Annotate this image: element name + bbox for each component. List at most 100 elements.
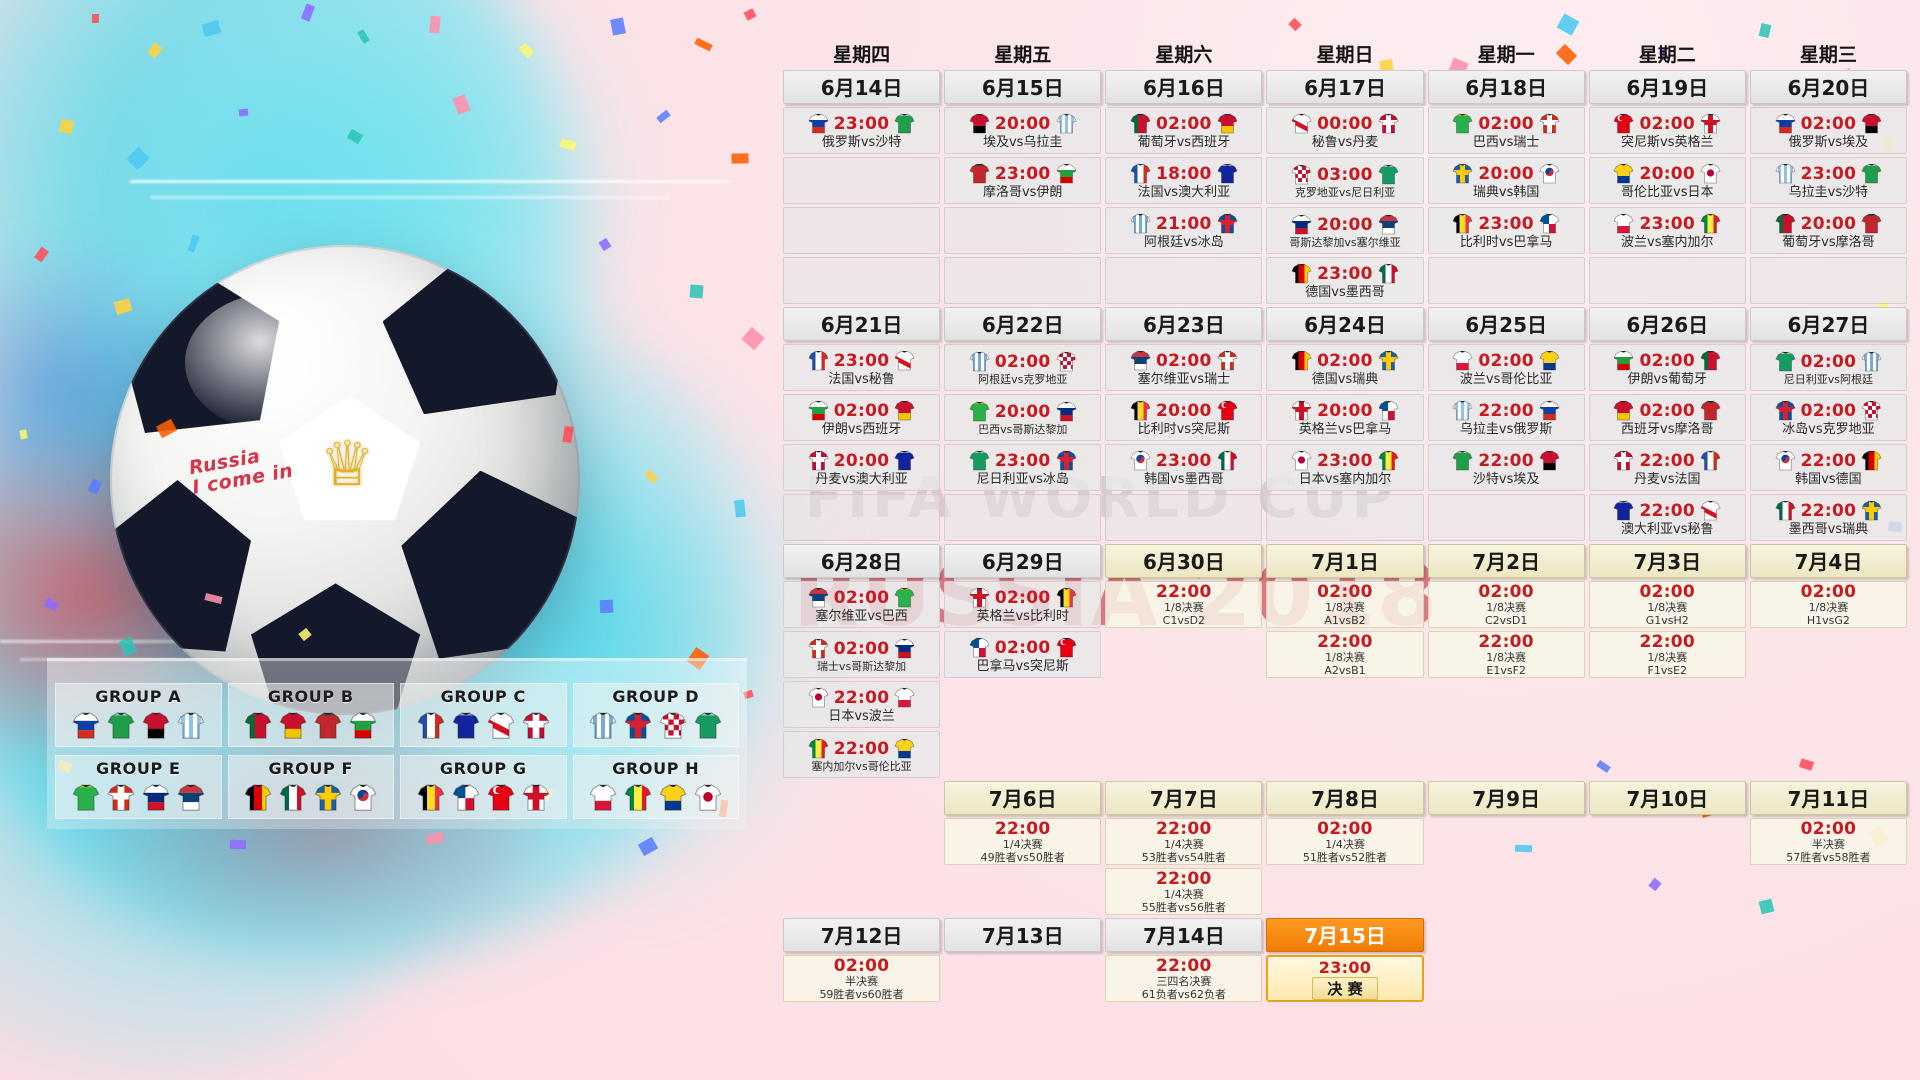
match-card[interactable]: 20:00 巴西vs哥斯达黎加 [944,394,1102,441]
match-card[interactable]: 02:00 1/8决赛 G1vsH2 [1588,581,1746,628]
match-card[interactable]: 22:00 沙特vs埃及 [1427,444,1585,491]
date-header[interactable]: 7月2日 [1427,544,1585,578]
match-card[interactable]: 22:00 日本vs波兰 [783,681,941,728]
match-card[interactable]: 02:00 1/4决赛 51胜者vs52胜者 [1266,818,1424,865]
date-header[interactable]: 7月6日 [944,781,1102,815]
match-card[interactable]: 22:00 三四名决赛 61负者vs62负者 [1105,955,1263,1002]
match-card[interactable]: 23:00 波兰vs塞内加尔 [1588,207,1746,254]
match-card[interactable]: 23:00 俄罗斯vs沙特 [783,107,941,154]
date-header[interactable]: 6月30日 [1105,544,1263,578]
group-card-f[interactable]: GROUP F [227,755,394,819]
date-header[interactable]: 7月1日 [1266,544,1424,578]
date-header[interactable]: 7月10日 [1588,781,1746,815]
date-header[interactable]: 6月22日 [944,307,1102,341]
date-header[interactable]: 7月8日 [1266,781,1424,815]
match-card[interactable]: 02:00 [944,344,1102,391]
match-card[interactable]: 02:00 半决赛 59胜者vs60胜者 [783,955,941,1002]
match-card[interactable]: 03:00 克罗地亚vs尼日利亚 [1266,157,1424,204]
date-header[interactable]: 6月21日 [783,307,941,341]
match-card[interactable]: 23:00 韩国vs墨西哥 [1105,444,1263,491]
match-card[interactable]: 22:00 乌拉圭vs俄罗斯 [1427,394,1585,441]
date-header[interactable]: 6月29日 [944,544,1102,578]
match-card[interactable]: 00:00 秘鲁vs丹麦 [1266,107,1424,154]
match-card[interactable]: 22:00 1/8决赛 C1vsD2 [1105,581,1263,628]
date-header[interactable]: 6月25日 [1427,307,1585,341]
match-card[interactable]: 02:00 巴拿马vs突尼斯 [944,631,1102,678]
group-card-e[interactable]: GROUP E [55,755,222,819]
date-header[interactable]: 7月4日 [1749,544,1907,578]
group-card-a[interactable]: GROUP A [55,683,222,747]
date-header[interactable]: 6月17日 [1266,70,1424,104]
match-card[interactable]: 22:00 1/4决赛 53胜者vs54胜者 [1105,818,1263,865]
match-card[interactable]: 02:00 英格兰vs比利时 [944,581,1102,628]
date-header[interactable]: 7月14日 [1105,918,1263,952]
match-card[interactable]: 20:00 英格兰vs巴拿马 [1266,394,1424,441]
match-card[interactable]: 02:00 [1749,394,1907,441]
final-match-card[interactable]: 23:00 决 赛 [1266,955,1424,1002]
match-card[interactable]: 22:00 1/4决赛 55胜者vs56胜者 [1105,868,1263,915]
match-card[interactable]: 20:00 丹麦vs澳大利亚 [783,444,941,491]
date-header[interactable]: 7月11日 [1749,781,1907,815]
match-card[interactable]: 20:00 埃及vs乌拉圭 [944,107,1102,154]
group-card-b[interactable]: GROUP B [227,683,394,747]
match-card[interactable]: 20:00 葡萄牙vs摩洛哥 [1749,207,1907,254]
match-card[interactable]: 22:00 1/8决赛 E1vsF2 [1427,631,1585,678]
match-card[interactable]: 20:00 瑞典vs韩国 [1427,157,1585,204]
group-card-d[interactable]: GROUP D [572,683,739,747]
match-card[interactable]: 20:00 哥伦比亚vs日本 [1588,157,1746,204]
date-header[interactable]: 7月12日 [783,918,941,952]
match-card[interactable]: 20:00 比利时vs突尼斯 [1105,394,1263,441]
match-card[interactable]: 23:00 德国vs墨西哥 [1266,257,1424,304]
match-card[interactable]: 23:00 法国vs秘鲁 [783,344,941,391]
group-card-c[interactable]: GROUP C [400,683,567,747]
date-header[interactable]: 7月13日 [944,918,1102,952]
match-card[interactable]: 02:00 瑞士vs哥斯达黎加 [783,631,941,678]
match-card[interactable]: 02:00 葡萄牙vs西班牙 [1105,107,1263,154]
match-card[interactable]: 02:00 德国vs瑞典 [1266,344,1424,391]
group-card-g[interactable]: GROUP G [400,755,567,819]
date-header[interactable]: 6月20日 [1749,70,1907,104]
date-header[interactable]: 6月26日 [1588,307,1746,341]
match-card[interactable]: 22:00 丹麦vs法国 [1588,444,1746,491]
date-header[interactable]: 6月18日 [1427,70,1585,104]
match-card[interactable]: 22:00 塞内加尔vs哥伦比亚 [783,731,941,778]
match-card[interactable]: 02:00 半决赛 57胜者vs58胜者 [1749,818,1907,865]
match-card[interactable]: 02:00 尼日利亚vs阿根廷 [1749,344,1907,391]
match-card[interactable]: 02:00 塞尔维亚vs瑞士 [1105,344,1263,391]
match-card[interactable]: 22:00 墨西哥vs瑞典 [1749,494,1907,541]
date-header[interactable]: 6月16日 [1105,70,1263,104]
date-header[interactable]: 6月24日 [1266,307,1424,341]
match-card[interactable]: 02:00 1/8决赛 H1vsG2 [1749,581,1907,628]
date-header[interactable]: 6月27日 [1749,307,1907,341]
date-header[interactable]: 6月28日 [783,544,941,578]
match-card[interactable]: 02:00 塞尔维亚vs巴西 [783,581,941,628]
match-card[interactable]: 23:00 日本vs塞内加尔 [1266,444,1424,491]
match-card[interactable]: 23:00 尼日利亚vs冰岛 [944,444,1102,491]
match-card[interactable]: 02:00 突尼斯vs英格兰 [1588,107,1746,154]
date-header[interactable]: 7月9日 [1427,781,1585,815]
date-header[interactable]: 6月14日 [783,70,941,104]
date-header[interactable]: 6月23日 [1105,307,1263,341]
date-header[interactable]: 7月7日 [1105,781,1263,815]
match-card[interactable]: 23:00 比利时vs巴拿马 [1427,207,1585,254]
match-card[interactable]: 02:00 伊朗vs葡萄牙 [1588,344,1746,391]
match-card[interactable]: 22:00 澳大利亚vs秘鲁 [1588,494,1746,541]
match-card[interactable]: 02:00 1/8决赛 A1vsB2 [1266,581,1424,628]
match-card[interactable]: 22:00 韩国vs德国 [1749,444,1907,491]
match-card[interactable]: 18:00 法国vs澳大利亚 [1105,157,1263,204]
match-card[interactable]: 22:00 1/4决赛 49胜者vs50胜者 [944,818,1102,865]
match-card[interactable]: 23:00 摩洛哥vs伊朗 [944,157,1102,204]
date-header[interactable]: 7月3日 [1588,544,1746,578]
match-card[interactable]: 02:00 巴西vs瑞士 [1427,107,1585,154]
match-card[interactable]: 02:00 西班牙vs摩洛哥 [1588,394,1746,441]
date-header[interactable]: 7月15日 [1266,918,1424,952]
match-card[interactable]: 02:00 俄罗斯vs埃及 [1749,107,1907,154]
group-card-h[interactable]: GROUP H [572,755,739,819]
match-card[interactable]: 02:00 伊朗vs西班牙 [783,394,941,441]
date-header[interactable]: 6月19日 [1588,70,1746,104]
match-card[interactable]: 22:00 1/8决赛 A2vsB1 [1266,631,1424,678]
date-header[interactable]: 6月15日 [944,70,1102,104]
match-card[interactable]: 02:00 波兰vs哥伦比亚 [1427,344,1585,391]
match-card[interactable]: 23:00 乌拉圭vs沙特 [1749,157,1907,204]
match-card[interactable]: 20:00 哥斯达黎加vs塞尔维亚 [1266,207,1424,254]
